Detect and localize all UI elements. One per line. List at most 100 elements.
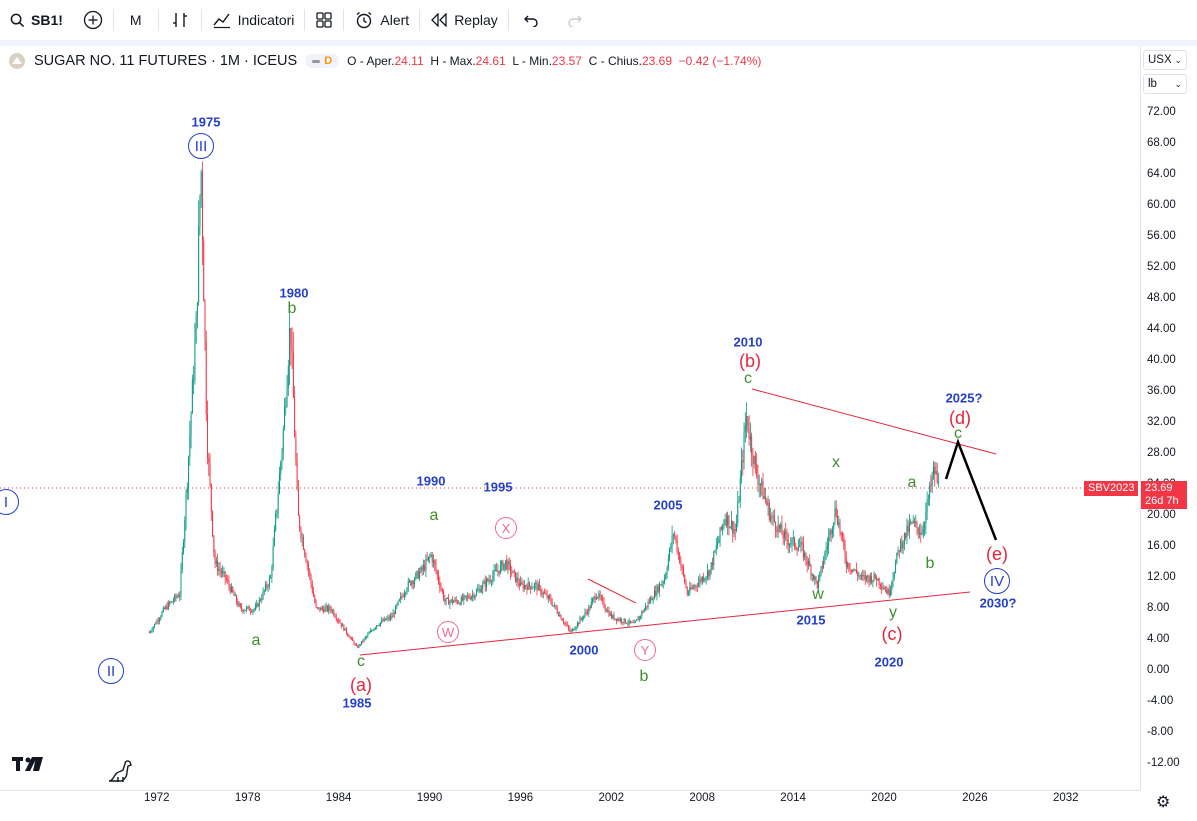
symbol-search[interactable]: SB1! — [0, 0, 73, 40]
candle-body — [241, 606, 243, 610]
short-trendline — [587, 578, 637, 604]
dinosaur-icon[interactable] — [107, 758, 133, 784]
candle-body — [193, 380, 195, 382]
candle-body — [244, 610, 246, 612]
candle-body — [234, 595, 236, 597]
candle-body — [294, 397, 296, 437]
price-axis[interactable] — [1140, 46, 1197, 790]
candle-body — [296, 461, 298, 489]
candle-body — [232, 586, 234, 593]
candle-body — [344, 628, 346, 631]
candle-body — [911, 521, 913, 523]
candle-body — [753, 456, 755, 465]
candle-body — [708, 570, 710, 577]
candle-body — [164, 608, 166, 610]
candle-body — [286, 387, 288, 406]
candle-body — [353, 640, 355, 645]
candle-body — [501, 561, 503, 565]
chart-title[interactable]: SUGAR NO. 11 FUTURES · 1M · ICEUS — [34, 53, 298, 69]
candle-body — [706, 570, 708, 577]
time-tick-label: 1978 — [234, 792, 261, 804]
price-tick-label: 64.00 — [1147, 168, 1176, 180]
candle-body — [430, 554, 432, 557]
label-2005: 2005 — [653, 497, 683, 513]
candle-body — [828, 536, 830, 546]
candle-body — [477, 589, 479, 591]
candle-body — [364, 637, 366, 639]
candle-body — [874, 573, 876, 579]
candle-body — [434, 560, 436, 565]
candle-body — [300, 528, 302, 538]
settings-gear-icon[interactable]: ⚙ — [1156, 794, 1171, 811]
candle-body — [821, 566, 823, 568]
price-tick-label: -12.00 — [1147, 757, 1180, 769]
candle-body — [278, 474, 280, 494]
price-chart[interactable] — [0, 46, 1140, 790]
candle-body — [218, 568, 220, 571]
candle-body — [367, 634, 369, 637]
candle-body — [417, 570, 419, 579]
candle-body — [834, 508, 836, 523]
candle-body — [377, 625, 379, 627]
candle-body — [867, 575, 869, 578]
symbol-label: SB1! — [31, 12, 63, 28]
candle-body — [299, 515, 301, 529]
undo-button[interactable] — [509, 0, 553, 40]
templates-button[interactable] — [305, 0, 343, 40]
candle-body — [823, 561, 825, 568]
tradingview-logo[interactable] — [12, 755, 44, 779]
candle-body — [160, 616, 162, 619]
candle-body — [695, 585, 697, 587]
unit-select[interactable]: lb ⌄ — [1143, 74, 1187, 94]
candle-body — [397, 601, 399, 605]
candle-body — [926, 499, 928, 512]
candle-body — [280, 462, 282, 475]
candle-body — [633, 622, 635, 624]
candle-body — [762, 480, 764, 499]
candle-body — [688, 593, 690, 595]
candle-body — [809, 561, 811, 567]
redo-button[interactable] — [553, 0, 597, 40]
candle-body — [624, 618, 626, 624]
candle-body — [381, 620, 383, 623]
candle-body — [872, 580, 874, 583]
replay-button[interactable]: Replay — [420, 0, 508, 40]
status-pill[interactable]: D — [305, 54, 340, 68]
interval-button[interactable]: M — [114, 0, 158, 40]
tradingview-logo-icon — [12, 757, 43, 771]
candle-body — [556, 608, 558, 614]
candle-body — [766, 500, 768, 506]
candle-body — [935, 470, 937, 474]
candle-body — [795, 546, 797, 549]
candle-body — [781, 524, 783, 535]
currency-select[interactable]: USX ⌄ — [1143, 50, 1187, 70]
candle-body — [919, 532, 921, 534]
candle-body — [207, 414, 208, 458]
candle-body — [912, 520, 914, 523]
plus-circle-icon — [83, 10, 103, 30]
candle-body — [629, 620, 631, 623]
bar-chart-icon — [172, 13, 187, 27]
candle-body — [665, 574, 667, 579]
indicators-button[interactable]: Indicatori — [202, 0, 305, 40]
candle-body — [162, 608, 164, 612]
candle-body — [525, 585, 527, 587]
candle-body — [583, 615, 585, 619]
candle-body — [786, 534, 788, 541]
candle-body — [393, 612, 395, 614]
time-axis[interactable] — [0, 790, 1140, 821]
candle-body — [330, 609, 332, 612]
chart-type-button[interactable] — [159, 0, 201, 40]
candle-body — [440, 587, 442, 590]
compare-button[interactable] — [73, 0, 113, 40]
series-name-tag: SBV2023 — [1084, 481, 1139, 496]
candle-body — [686, 587, 688, 595]
candle-body — [743, 431, 745, 463]
candle-body — [747, 416, 749, 430]
alert-button[interactable]: Alert — [344, 0, 419, 40]
candle-body — [335, 617, 337, 620]
candle-body — [319, 607, 321, 611]
candle-body — [761, 480, 763, 486]
candle-body — [210, 484, 212, 512]
wave-III-circle: III — [188, 133, 214, 159]
